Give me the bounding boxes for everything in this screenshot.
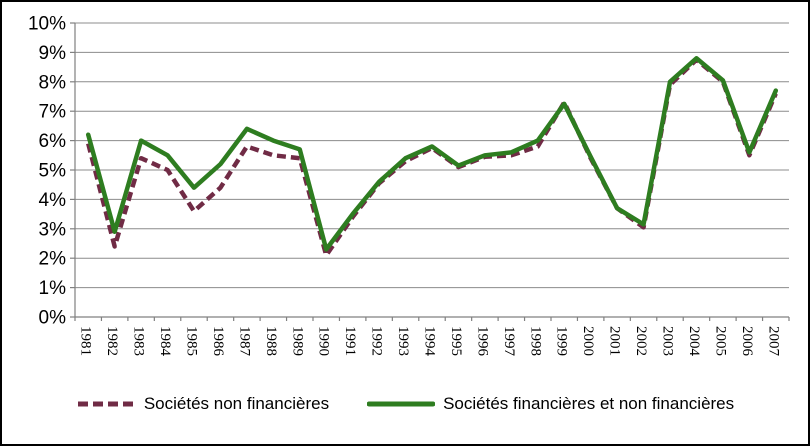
x-tick-label: 1996 (474, 326, 490, 357)
y-tick-label: 9% (39, 43, 67, 64)
legend-solid-line-icon (367, 401, 436, 407)
x-tick-label: 1995 (448, 326, 464, 356)
x-tick-label: 1994 (422, 326, 438, 357)
x-tick-label: 2006 (739, 326, 755, 357)
x-tick-label: 1984 (157, 326, 173, 357)
x-tick-label: 2004 (686, 326, 702, 357)
legend-item-societes-non-financieres: Sociétés non financières (76, 394, 329, 414)
x-tick-label: 1999 (554, 326, 570, 356)
series-line-societes-financieres-et-non-financieres (85, 56, 779, 252)
x-tick-label: 1992 (369, 326, 385, 356)
x-tick-label: 1987 (236, 326, 252, 357)
y-tick-label: 10% (28, 14, 66, 35)
y-tick-label: 7% (39, 102, 67, 123)
x-tick-label: 2003 (660, 326, 676, 356)
x-tick-label: 1993 (395, 326, 411, 356)
x-tick-label: 1982 (104, 326, 120, 356)
legend-dashed-line-icon (77, 401, 134, 407)
legend-label-societes-financieres-et-non-financieres: Sociétés financières et non financières (443, 394, 735, 413)
y-tick-label: 0% (39, 308, 67, 329)
x-tick-label: 1985 (184, 326, 200, 356)
legend-label-societes-non-financieres: Sociétés non financières (143, 394, 330, 413)
y-tick-label: 4% (39, 190, 67, 211)
x-tick-label: 1981 (78, 326, 94, 356)
y-tick-label: 1% (39, 278, 67, 299)
x-tick-label: 1983 (131, 326, 147, 356)
y-tick-label: 6% (39, 131, 67, 152)
series-line-societes-non-financieres (86, 57, 778, 258)
y-tick-label: 5% (39, 161, 67, 182)
x-tick-label: 1991 (342, 326, 358, 356)
x-tick-label: 2000 (580, 326, 596, 356)
y-tick-label: 2% (39, 249, 67, 270)
x-tick-label: 1986 (210, 326, 226, 357)
chart-legend: Sociétés non financières Sociétés financ… (2, 394, 808, 414)
x-tick-label: 2001 (607, 326, 623, 356)
x-tick-label: 1990 (316, 326, 332, 356)
x-tick-label: 1997 (501, 326, 517, 357)
x-tick-label: 1989 (289, 326, 305, 356)
x-tick-label: 2005 (712, 326, 728, 356)
y-tick-label: 3% (39, 219, 67, 240)
x-tick-label: 2007 (765, 326, 781, 357)
x-tick-label: 1988 (263, 326, 279, 356)
x-tick-label: 2002 (633, 326, 649, 356)
legend-item-societes-financieres-et-non-financieres: Sociétés financières et non financières (367, 394, 734, 414)
x-tick-label: 1998 (527, 326, 543, 356)
y-tick-label: 8% (39, 72, 67, 93)
plot-area: 0% 1% 2% 3% 4% 5% 6% 7% 8% 9% 10% 1981 1982 1983 1984 1… (28, 14, 790, 357)
